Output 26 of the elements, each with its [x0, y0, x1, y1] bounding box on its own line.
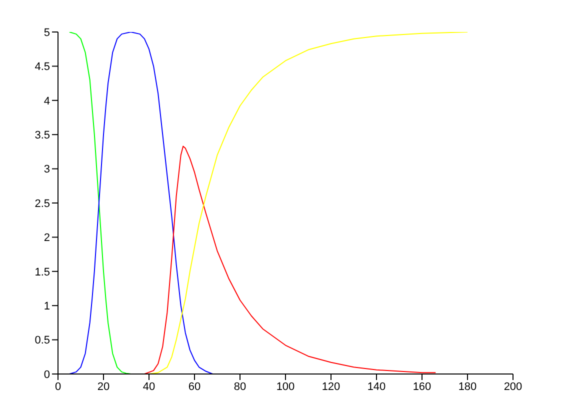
- x-tick-label: 100: [276, 380, 295, 393]
- x-tick-label: 80: [234, 380, 246, 393]
- line-series: [68, 32, 132, 374]
- y-tick-label: 2.5: [34, 198, 50, 210]
- x-tick-label: 40: [142, 380, 156, 393]
- x-tick-label: 120: [322, 380, 340, 393]
- x-tick-label: 60: [188, 380, 201, 393]
- x-tick-label: 0: [54, 380, 62, 393]
- y-tick-label: 0.5: [34, 334, 50, 347]
- y-tick-label: 4.5: [34, 61, 50, 74]
- line-series: [68, 32, 214, 374]
- y-tick-label: 3: [44, 164, 50, 176]
- line-series: [148, 32, 468, 374]
- y-tick-label: 0: [44, 368, 50, 381]
- y-tick-label: 5: [44, 26, 50, 39]
- x-tick-label: 160: [412, 380, 432, 393]
- x-tick-label: 180: [458, 380, 477, 393]
- line-series: [144, 146, 436, 374]
- y-tick-label: 3.5: [34, 130, 50, 142]
- y-tick-label: 4: [44, 95, 50, 108]
- x-tick-label: 140: [367, 380, 386, 393]
- x-tick-label: 20: [97, 380, 110, 393]
- y-tick-label: 1.5: [34, 266, 50, 278]
- y-tick-label: 2: [44, 232, 50, 244]
- x-tick-label: 200: [504, 380, 522, 393]
- y-tick-label: 1: [44, 300, 50, 313]
